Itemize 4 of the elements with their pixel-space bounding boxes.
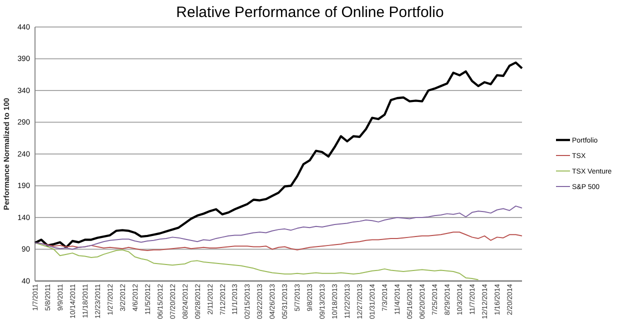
chart-title: Relative Performance of Online Portfolio xyxy=(176,4,444,21)
line-series xyxy=(34,61,524,248)
line-series xyxy=(34,242,479,280)
line-series xyxy=(34,206,522,250)
